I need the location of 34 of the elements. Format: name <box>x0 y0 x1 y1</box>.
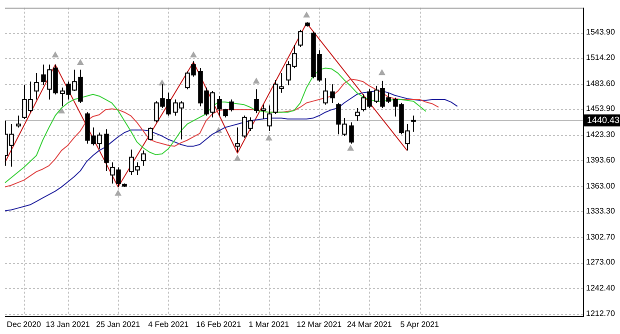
point <box>347 145 354 151</box>
point <box>114 190 122 196</box>
point <box>52 52 58 58</box>
y-tick-label: 1273.00 <box>586 258 616 267</box>
point <box>234 155 241 161</box>
point <box>158 80 166 86</box>
y-tick-label: 1543.90 <box>586 28 616 37</box>
point <box>303 12 310 18</box>
y-tick-label: 1514.20 <box>586 52 616 62</box>
x-tick-label: Dec 2020 <box>6 320 42 330</box>
y-tick-label: 1393.60 <box>586 155 616 164</box>
x-tick-label: 24 Mar 2021 <box>346 320 392 330</box>
point <box>77 59 84 65</box>
x-tick-label: 5 Apr 2021 <box>400 320 440 330</box>
y-tick-label: 1212.70 <box>586 308 616 318</box>
x-tick-label: 13 Jan 2021 <box>46 320 90 330</box>
y-tick-label: 1453.90 <box>586 104 616 114</box>
x-tick-label: 4 Feb 2021 <box>148 320 190 330</box>
point <box>253 78 260 84</box>
y-tick-label: 1483.60 <box>586 78 616 88</box>
y-tick-label: 1242.40 <box>586 284 616 293</box>
y-tick-label: 1363.00 <box>586 181 616 190</box>
y-tick-label: 1302.70 <box>586 232 616 242</box>
point <box>190 52 197 58</box>
point <box>266 135 272 141</box>
x-tick-label: 12 Mar 2021 <box>296 320 342 330</box>
x-tick-label: 16 Feb 2021 <box>196 320 242 330</box>
x-tick-label: 25 Jan 2021 <box>96 320 141 330</box>
ref-line-label: 1440.43 <box>587 114 620 125</box>
y-tick-label: 1423.30 <box>586 130 616 140</box>
x-tick-label: 1 Mar 2021 <box>248 320 290 330</box>
point <box>378 70 386 76</box>
point <box>58 108 65 114</box>
y-tick-label: 1333.30 <box>586 206 616 216</box>
